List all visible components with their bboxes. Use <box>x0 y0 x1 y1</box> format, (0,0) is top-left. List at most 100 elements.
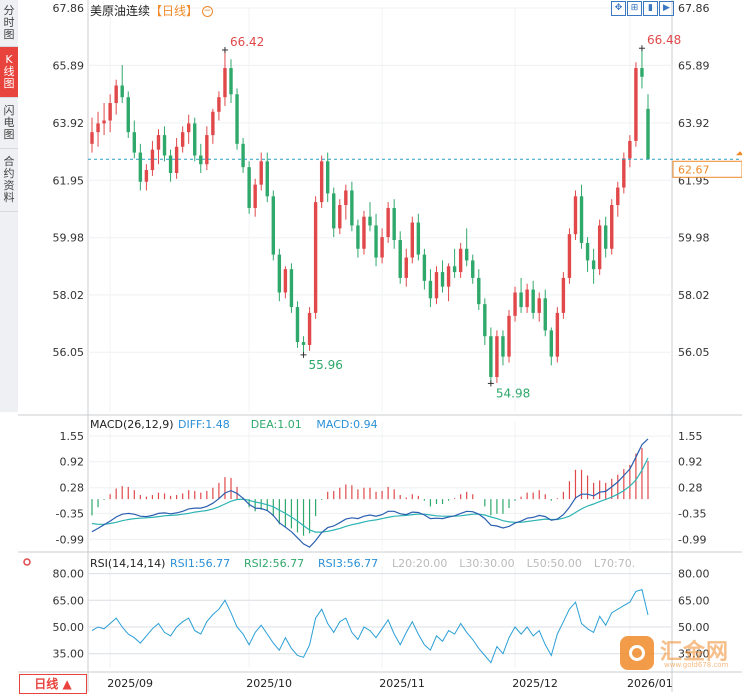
candle-down <box>120 85 124 98</box>
current-price-box <box>672 160 742 178</box>
candle-down <box>543 298 547 331</box>
rsi-legend-l20: L20:20.00 <box>392 557 447 570</box>
price-tick-left: 67.86 <box>53 2 85 15</box>
candle-down <box>229 68 233 95</box>
candle-up <box>362 216 366 249</box>
macd-title: MACD(26,12,9) <box>90 418 174 431</box>
candle-down <box>301 342 306 345</box>
candle-down <box>398 240 402 278</box>
candle-down <box>235 94 239 144</box>
step-icon[interactable]: ▮ <box>643 1 658 16</box>
candle-up <box>174 146 179 173</box>
rsi-tick-right: 65.00 <box>678 594 710 607</box>
tab-kline[interactable]: K线图 <box>0 47 18 98</box>
rsi-legend-l70: L70:70. <box>594 557 635 570</box>
date-tick-label: 2025/10 <box>246 677 292 690</box>
circle-minus-icon[interactable]: − <box>201 6 213 17</box>
price-tick-left: 65.89 <box>53 59 85 72</box>
candle-up <box>319 161 324 203</box>
fullscreen-icon[interactable]: ⊞ <box>627 1 642 16</box>
candle-up <box>253 184 257 208</box>
candle-down <box>138 152 143 182</box>
candle-up <box>386 207 390 238</box>
low-price-label: 55.96 <box>309 358 343 372</box>
candle-down <box>471 260 475 278</box>
date-tick-label: 2026/01 <box>627 677 673 690</box>
candle-down <box>416 222 421 255</box>
candle-up <box>114 85 118 104</box>
candle-down <box>579 196 584 243</box>
candle-up <box>513 292 517 316</box>
candle-up <box>434 272 439 299</box>
date-tick-label: 2025/11 <box>379 677 425 690</box>
candle-up <box>495 336 499 378</box>
candle-down <box>501 336 505 357</box>
tab-fenshi[interactable]: 分时图 <box>0 0 18 47</box>
candle-down <box>199 155 203 165</box>
candle-down <box>350 190 354 226</box>
rsi-tick-right: 35.00 <box>678 648 710 661</box>
macd-legend-diff: DIFF:1.48 <box>178 418 230 431</box>
low-price-label: 54.98 <box>496 386 530 400</box>
candle-up <box>313 202 318 313</box>
period-selector-button[interactable]: 日线 ▲ <box>19 674 87 694</box>
candle-down <box>295 307 300 343</box>
candle-down <box>325 161 330 194</box>
candle-up <box>283 269 288 293</box>
candle-down <box>585 242 590 261</box>
rsi-tick-right: 50.00 <box>678 621 710 634</box>
tab-contract-info-label: 合约资料 <box>3 155 15 204</box>
candle-up <box>90 132 94 144</box>
macd-tick-left: 1.55 <box>60 430 85 443</box>
candle-up <box>338 205 342 229</box>
candle-up <box>344 190 348 206</box>
candle-down <box>549 330 554 357</box>
candle-up <box>597 225 602 270</box>
rsi-tick-right: 80.00 <box>678 568 710 581</box>
price-tick-left: 61.95 <box>53 174 85 187</box>
rsi-legend-rsi3: RSI3:56.77 <box>318 557 378 570</box>
candle-down <box>464 248 469 261</box>
candle-up <box>634 68 638 141</box>
rsi-legend-rsi2: RSI2:56.77 <box>244 557 304 570</box>
candle-up <box>622 158 626 188</box>
macd-tick-right: 0.92 <box>678 456 703 469</box>
period-tag: 【日线】 <box>150 4 199 18</box>
candle-down <box>374 225 378 258</box>
price-tick-right: 58.02 <box>678 289 710 302</box>
tab-flash[interactable]: 闪电图 <box>0 98 18 149</box>
candle-down <box>646 108 650 160</box>
candle-up <box>537 298 541 313</box>
price-tick-right: 65.89 <box>678 59 710 72</box>
candle-down <box>332 193 336 229</box>
candle-down <box>483 304 487 337</box>
candle-up <box>307 312 312 345</box>
candle-down <box>277 254 282 293</box>
candle-down <box>241 143 245 168</box>
candle-up <box>223 68 227 98</box>
play-icon[interactable]: ▶ <box>659 1 674 16</box>
candle-down <box>603 225 608 249</box>
macd-tick-left: 0.28 <box>60 482 85 495</box>
current-price-label: 62.67 <box>678 163 710 176</box>
candle-up <box>561 277 566 313</box>
macd-tick-right: -0.35 <box>678 507 706 520</box>
price-tick-right: 63.92 <box>678 117 710 130</box>
candle-up <box>211 111 215 136</box>
candle-down <box>247 167 251 208</box>
price-tick-left: 56.05 <box>53 346 85 359</box>
rsi-legend-l50: L50:50.00 <box>527 557 582 570</box>
price-tick-left: 59.98 <box>53 232 85 245</box>
candle-up <box>217 97 221 112</box>
rsi-tick-left: 65.00 <box>53 594 85 607</box>
candle-down <box>591 260 596 270</box>
tab-contract-info[interactable]: 合约资料 <box>0 149 18 212</box>
candle-down <box>356 225 360 249</box>
candle-up <box>610 205 614 249</box>
candle-up <box>410 222 415 258</box>
watermark-logo-icon <box>620 636 654 670</box>
current-price-arrow-icon <box>736 151 742 156</box>
candle-down <box>271 196 276 255</box>
expand-icon[interactable]: ✥ <box>611 1 626 16</box>
diff-line <box>91 438 649 548</box>
